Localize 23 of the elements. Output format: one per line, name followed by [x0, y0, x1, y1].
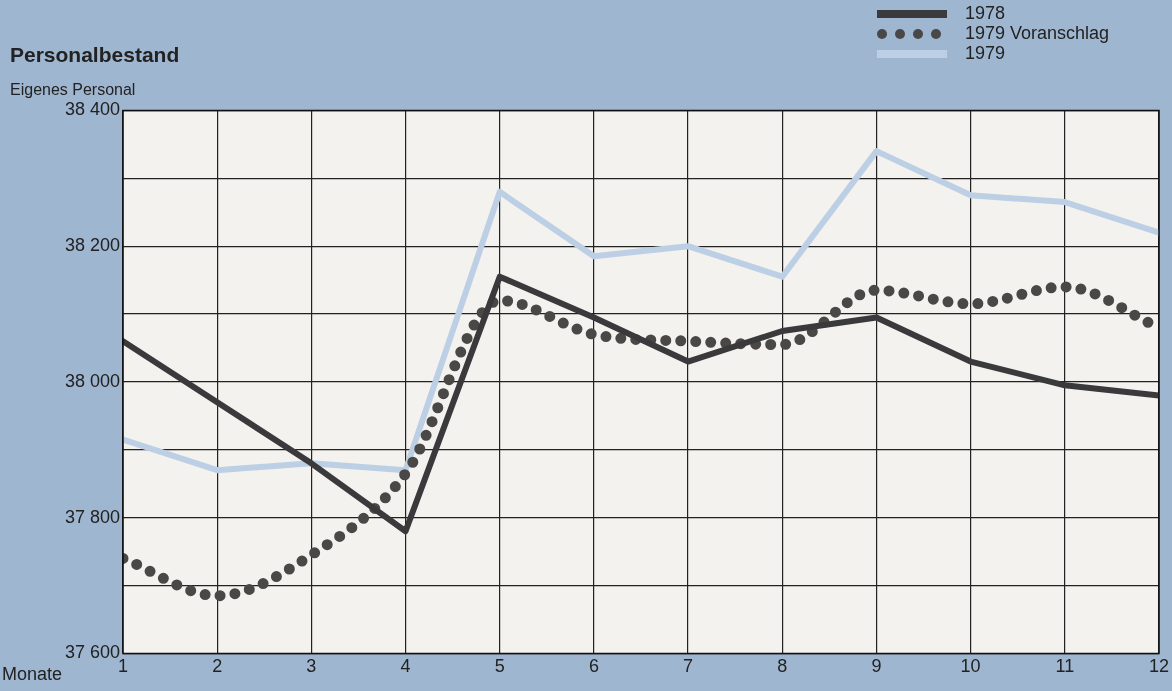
legend-label: 1979: [965, 42, 1006, 63]
chart-title: Personalbestand: [10, 43, 180, 67]
x-tick-label: 4: [400, 656, 411, 677]
legend-label: 1979 Voranschlag: [965, 22, 1110, 43]
legend-label: 1978: [965, 2, 1006, 23]
x-tick-label: 12: [1148, 656, 1169, 677]
x-tick-label: 1: [117, 656, 129, 677]
y-tick-label: 37 600: [64, 642, 120, 663]
x-tick-label: 2: [212, 656, 223, 677]
y-tick-label: 38 400: [64, 99, 120, 120]
x-tick-label: 5: [494, 656, 505, 677]
x-tick-label: 7: [683, 656, 694, 677]
x-tick-label: 11: [1055, 656, 1075, 677]
y-tick-label: 37 800: [64, 506, 120, 527]
y-tick-label: 38 200: [64, 235, 120, 256]
x-axis-title: Monate: [2, 664, 63, 685]
x-tick-label: 10: [960, 656, 981, 677]
chart-subtitle: Eigenes Personal: [10, 81, 136, 99]
x-tick-label: 8: [777, 656, 788, 677]
x-tick-label: 3: [306, 656, 317, 677]
x-tick-label: 9: [871, 656, 882, 677]
y-tick-label: 38 000: [64, 370, 120, 391]
x-tick-label: 6: [588, 656, 599, 677]
